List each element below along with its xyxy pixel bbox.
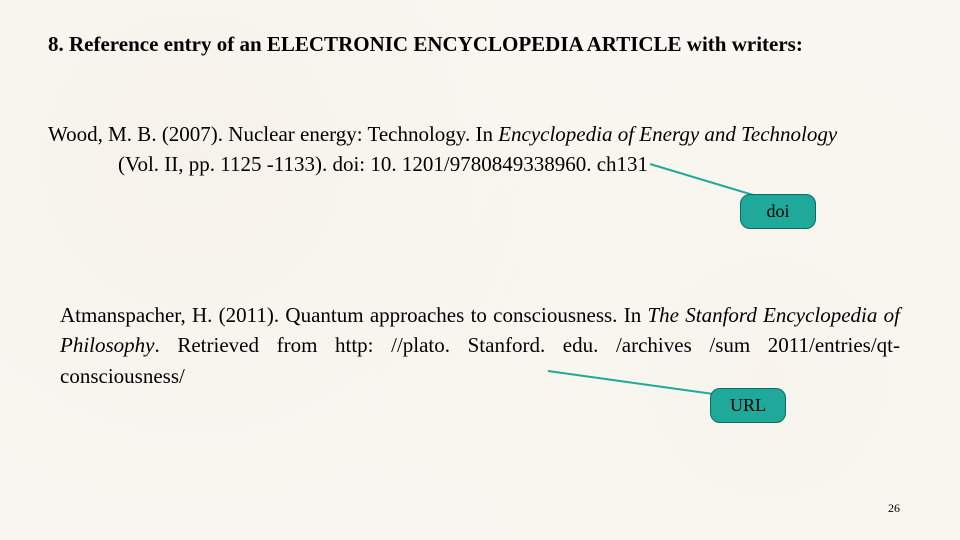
reference-entry-1: Wood, M. B. (2007). Nuclear energy: Tech…: [48, 119, 912, 180]
ref2-retrieved: . Retrieved from http: //plato. Stanford…: [60, 333, 900, 387]
ref2-author-year-title: Atmanspacher, H. (2011). Quantum approac…: [60, 303, 647, 327]
page-number: 26: [888, 501, 900, 516]
reference-entry-2: Atmanspacher, H. (2011). Quantum approac…: [60, 300, 900, 391]
heading: 8. Reference entry of an ELECTRONIC ENCY…: [48, 32, 912, 57]
ref1-author-year-title: Wood, M. B. (2007). Nuclear energy: Tech…: [48, 122, 498, 146]
callout-doi: doi: [740, 194, 816, 229]
ref1-source-italic: Encyclopedia of Energy and Technology: [498, 122, 837, 146]
slide-page: 8. Reference entry of an ELECTRONIC ENCY…: [0, 0, 960, 540]
ref1-volume-doi: (Vol. II, pp. 1125 -1133). doi: 10. 1201…: [118, 152, 648, 176]
callout-url: URL: [710, 388, 786, 423]
